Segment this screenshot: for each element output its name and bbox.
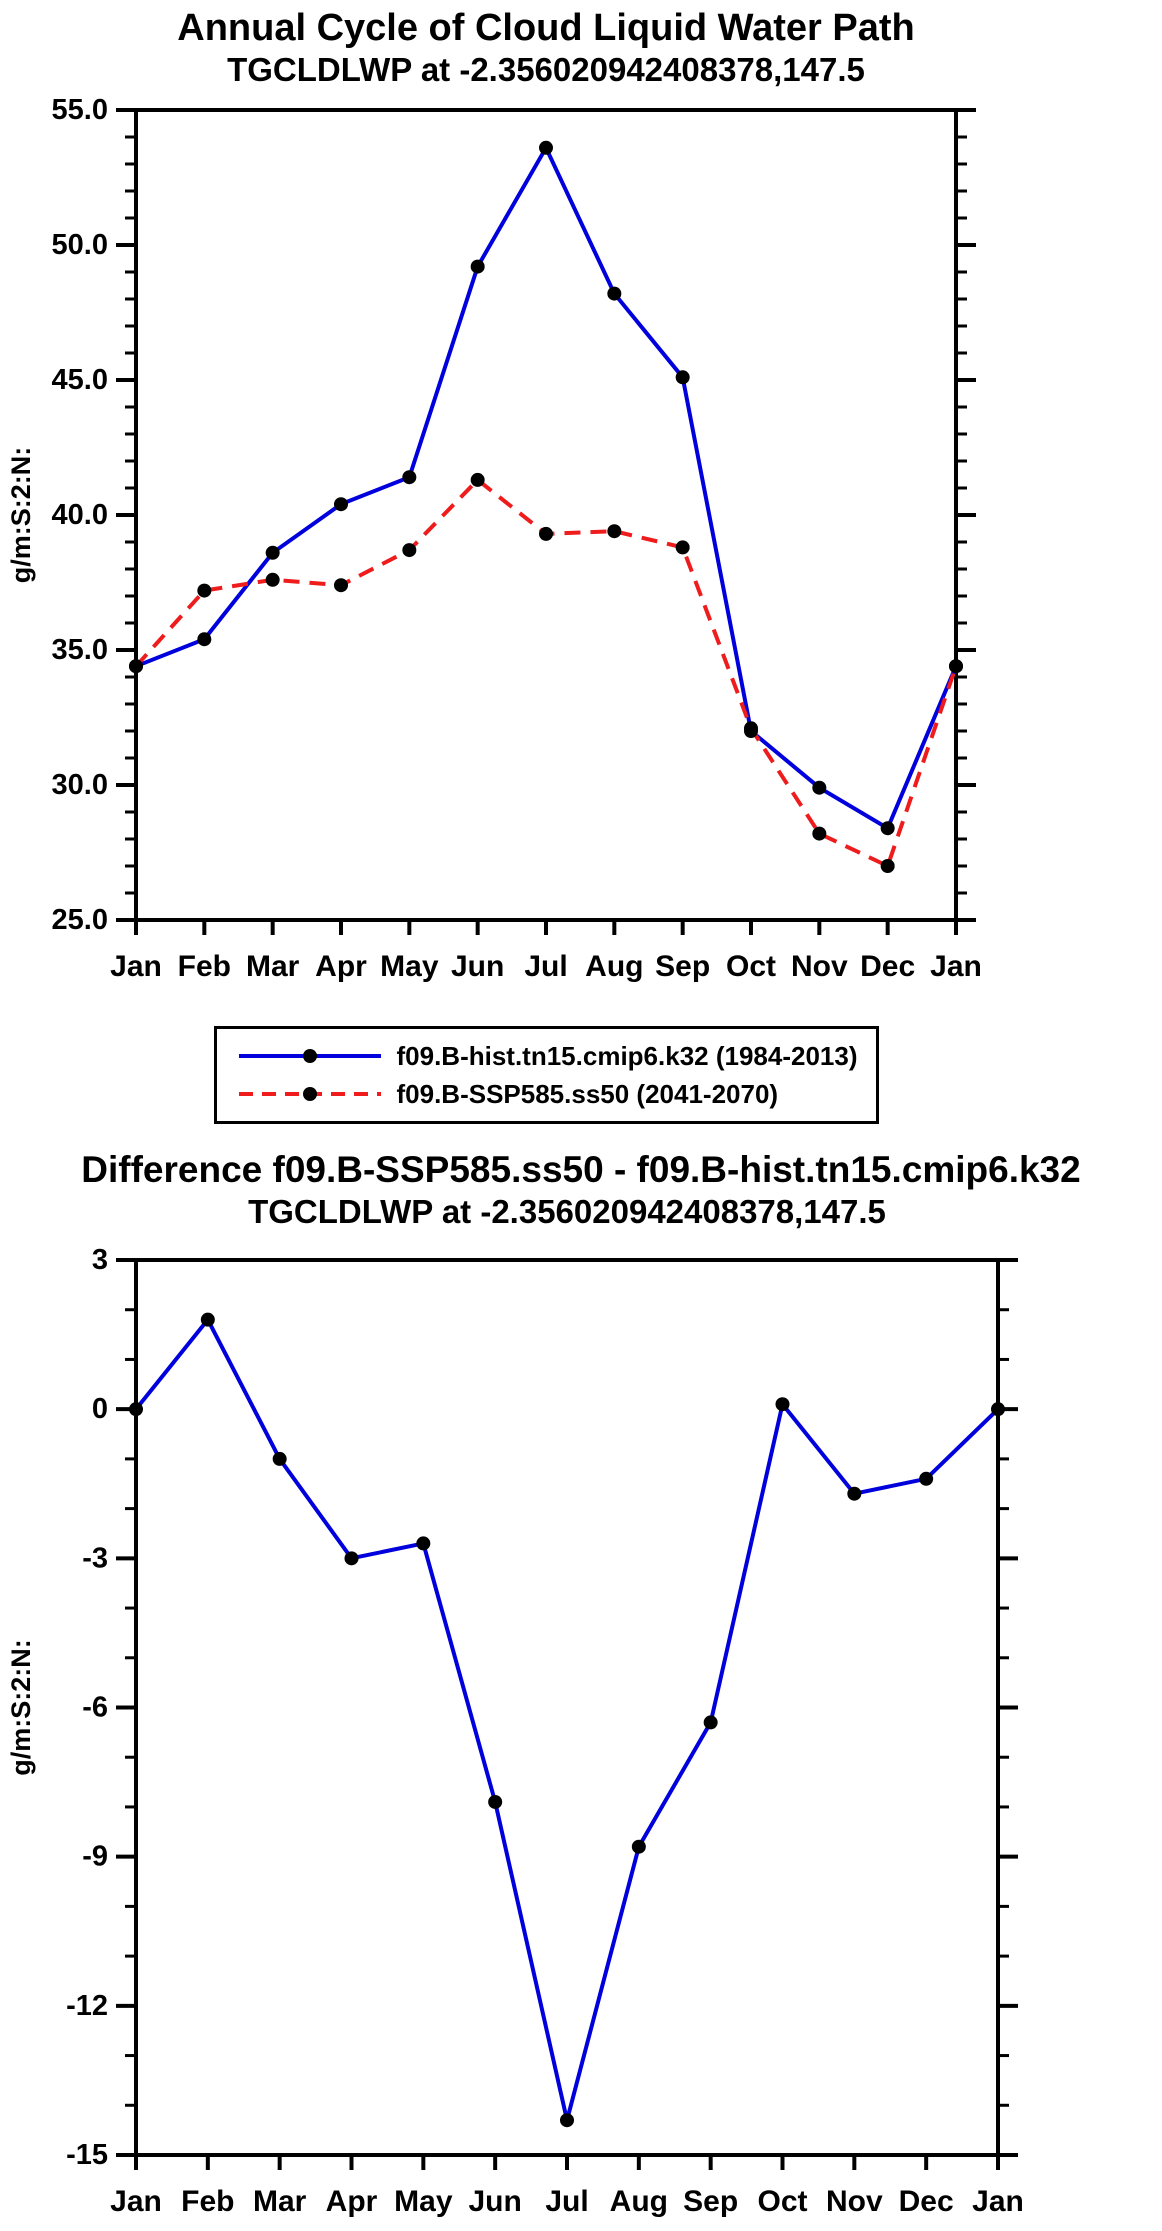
svg-text:Oct: Oct xyxy=(757,2185,807,2218)
legend-item-hist: f09.B-hist.tn15.cmip6.k32 (1984-2013) xyxy=(235,1039,858,1073)
legend-label-hist: f09.B-hist.tn15.cmip6.k32 (1984-2013) xyxy=(396,1041,858,1071)
hist-line-swatch xyxy=(238,1049,381,1063)
svg-text:May: May xyxy=(394,2185,453,2218)
svg-text:Mar: Mar xyxy=(246,950,300,983)
svg-text:-15: -15 xyxy=(66,2139,108,2171)
svg-text:-6: -6 xyxy=(82,1692,108,1724)
svg-text:Apr: Apr xyxy=(315,950,367,983)
legend-container: f09.B-hist.tn15.cmip6.k32 (1984-2013) f0… xyxy=(0,1026,1092,1124)
svg-text:25.0: 25.0 xyxy=(52,904,108,936)
svg-text:Mar: Mar xyxy=(253,2185,307,2218)
annual-cycle-chart-canvas: 25.0 30.0 35.0 40.0 45.0 50.0 55.0 Jan Feb Mar Apr… xyxy=(6,94,982,983)
svg-text:g/m:S:2:N:: g/m:S:2:N: xyxy=(6,447,36,584)
svg-text:45.0: 45.0 xyxy=(52,364,108,396)
svg-text:Jul: Jul xyxy=(524,950,567,983)
svg-text:-12: -12 xyxy=(66,1990,108,2022)
svg-text:Jan: Jan xyxy=(930,950,982,983)
svg-text:Dec: Dec xyxy=(899,2185,954,2218)
svg-text:Feb: Feb xyxy=(178,950,231,983)
difference-chart-canvas: -15 -12 -9 -6 -3 0 3 Jan Feb Mar Apr May Jun Jul Aug Se… xyxy=(6,1244,1024,2218)
svg-text:-9: -9 xyxy=(82,1841,108,1873)
svg-text:35.0: 35.0 xyxy=(52,634,108,666)
svg-text:Nov: Nov xyxy=(826,2185,883,2218)
legend-label-ssp585: f09.B-SSP585.ss50 (2041-2070) xyxy=(396,1079,779,1109)
svg-text:Jan: Jan xyxy=(110,2185,162,2218)
legend-box: f09.B-hist.tn15.cmip6.k32 (1984-2013) f0… xyxy=(213,1026,879,1124)
legend-item-ssp585: f09.B-SSP585.ss50 (2041-2070) xyxy=(235,1077,858,1111)
svg-text:Feb: Feb xyxy=(181,2185,234,2218)
chart2-title: Difference f09.B-SSP585.ss50 - f09.B-his… xyxy=(81,1149,1081,1190)
svg-text:Aug: Aug xyxy=(610,2185,668,2218)
svg-text:Jun: Jun xyxy=(451,950,504,983)
svg-text:Sep: Sep xyxy=(683,2185,738,2218)
svg-text:May: May xyxy=(380,950,439,983)
chart1-subtitle: TGCLDLWP at -2.356020942408378,147.5 xyxy=(227,51,865,88)
svg-text:0: 0 xyxy=(92,1393,108,1425)
chart2-subtitle: TGCLDLWP at -2.356020942408378,147.5 xyxy=(248,1193,886,1230)
ssp585-line-swatch xyxy=(238,1087,381,1101)
svg-text:g/m:S:2:N:: g/m:S:2:N: xyxy=(6,1639,36,1776)
svg-text:50.0: 50.0 xyxy=(52,229,108,261)
svg-text:Apr: Apr xyxy=(326,2185,378,2218)
svg-text:Dec: Dec xyxy=(860,950,915,983)
svg-text:55.0: 55.0 xyxy=(52,94,108,126)
svg-text:30.0: 30.0 xyxy=(52,769,108,801)
svg-text:3: 3 xyxy=(92,1244,108,1276)
svg-text:Jan: Jan xyxy=(110,950,162,983)
svg-text:Aug: Aug xyxy=(585,950,643,983)
svg-text:Oct: Oct xyxy=(726,950,776,983)
svg-text:-3: -3 xyxy=(82,1542,108,1574)
chart1-title: Annual Cycle of Cloud Liquid Water Path xyxy=(177,7,915,49)
svg-text:Jun: Jun xyxy=(468,2185,521,2218)
svg-text:Jul: Jul xyxy=(545,2185,588,2218)
svg-text:Nov: Nov xyxy=(791,950,848,983)
svg-text:Jan: Jan xyxy=(972,2185,1024,2218)
svg-text:Sep: Sep xyxy=(655,950,710,983)
svg-text:40.0: 40.0 xyxy=(52,499,108,531)
